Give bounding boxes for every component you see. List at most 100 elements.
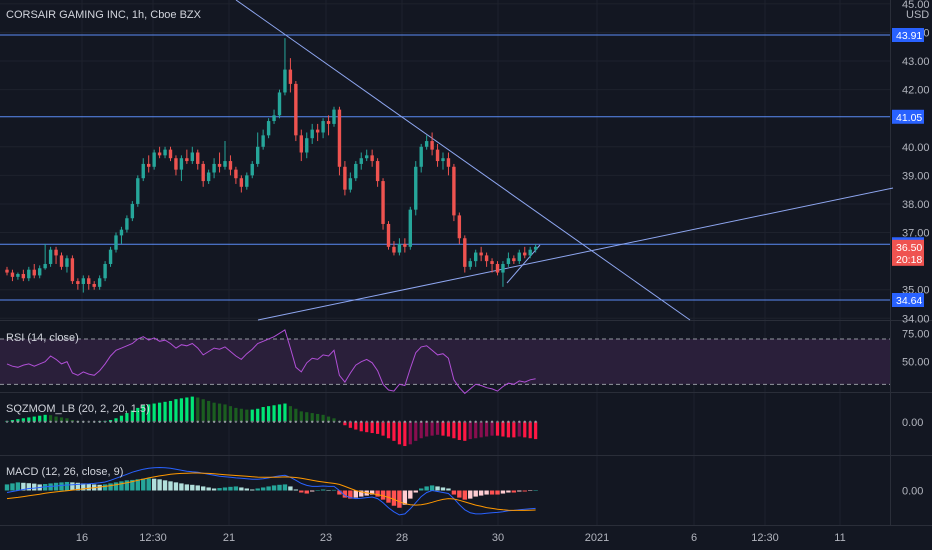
rsi-band — [0, 339, 890, 385]
macd-histogram-bar — [522, 490, 527, 492]
momentum-bar — [365, 421, 369, 433]
macd-histogram-bar — [179, 483, 184, 491]
momentum-bar — [27, 417, 31, 422]
price-axis[interactable]: 45.0044.0043.0042.0040.0039.0038.0037.00… — [902, 0, 930, 498]
momentum-bar — [141, 405, 145, 422]
macd-histogram-bar — [59, 482, 64, 491]
candle-body — [70, 258, 75, 282]
ascending-trendline[interactable] — [257, 187, 894, 321]
candle-body — [81, 278, 85, 284]
macd-histogram-bar — [462, 490, 467, 500]
momentum-bar — [485, 421, 489, 437]
macd-histogram-bar — [157, 479, 162, 491]
momentum-bar — [59, 417, 64, 422]
macd-histogram-bar — [15, 482, 21, 491]
candle-body — [468, 261, 472, 267]
squeeze-dot — [5, 420, 9, 423]
momentum-bar — [294, 408, 298, 422]
price-tick-label: 40.00 — [902, 142, 930, 154]
momentum-bar — [425, 421, 429, 437]
macd-histogram-bar — [495, 490, 500, 495]
macd-histogram-bar — [386, 490, 391, 503]
momentum-bar — [158, 402, 162, 422]
macd-histogram-bar — [64, 481, 70, 491]
candle-body — [479, 252, 483, 256]
time-tick-label: 28 — [396, 532, 408, 544]
macd-histogram-bar — [119, 481, 124, 491]
candle-body — [533, 246, 538, 250]
momentum-bar — [479, 421, 483, 438]
squeeze-momentum-pane — [5, 396, 538, 447]
candle-body — [206, 172, 211, 182]
momentum-bar — [474, 421, 478, 439]
macd-histogram-bar — [217, 488, 222, 491]
candle-body — [125, 218, 129, 230]
momentum-bar — [21, 418, 25, 422]
macd-histogram-bar — [380, 490, 386, 500]
squeeze-dot — [501, 420, 505, 423]
candle-body — [403, 243, 407, 247]
sqzmom-title: SQZMOM_LB (20, 2, 20, 1.5) — [6, 403, 150, 415]
momentum-bar — [517, 421, 521, 437]
price-tick-label: 34.00 — [902, 313, 930, 325]
time-tick-label: 12:30 — [139, 532, 167, 544]
candle-body — [141, 163, 145, 179]
momentum-bar — [534, 421, 538, 440]
macd-histogram-bar — [457, 490, 462, 498]
macd-histogram-bar — [528, 490, 533, 491]
squeeze-dot — [409, 420, 412, 423]
candle-body — [92, 283, 96, 287]
momentum-bar — [452, 421, 456, 439]
last-price-tag-bg — [892, 239, 924, 266]
sqz-tick-label: 0.00 — [902, 417, 923, 429]
descending-trendline[interactable] — [235, 0, 691, 321]
horizontal-levels — [0, 34, 890, 301]
macd-histogram-bar — [228, 486, 233, 491]
squeeze-dot — [327, 420, 330, 423]
momentum-bar — [261, 407, 265, 422]
momentum-bar — [196, 397, 200, 422]
momentum-bar — [152, 403, 156, 422]
chart-title: CORSAIR GAMING INC, 1h, Cboe BZX — [6, 9, 202, 21]
squeeze-dot — [430, 420, 434, 423]
squeeze-dot — [496, 420, 499, 423]
candle-body — [283, 69, 287, 93]
momentum-bar — [370, 421, 374, 434]
candle-body — [348, 178, 353, 190]
time-axis[interactable]: 16 12:30 21 23 28 30 2021 6 12:30 11 — [76, 532, 846, 544]
candle-body — [501, 263, 505, 273]
squeeze-dot — [54, 420, 58, 423]
squeeze-dot — [212, 420, 216, 423]
candle-body — [76, 281, 80, 284]
momentum-bar — [163, 401, 167, 422]
macd-histogram-bar — [53, 482, 59, 491]
squeeze-dot — [120, 420, 123, 423]
candle-body — [315, 129, 320, 133]
squeeze-dot — [65, 420, 69, 423]
squeeze-dot — [321, 420, 325, 423]
macd-histogram-bar — [310, 490, 315, 492]
squeeze-dot — [414, 420, 417, 423]
macd-histogram-bar — [419, 488, 424, 491]
squeeze-dot — [207, 420, 210, 423]
squeeze-dot — [507, 420, 510, 423]
countdown-tag: 20:18 — [896, 254, 922, 266]
momentum-bar — [403, 421, 407, 447]
momentum-bar — [397, 421, 401, 445]
squeeze-dot — [22, 420, 25, 423]
candle-body — [239, 178, 244, 187]
squeeze-dot — [283, 420, 287, 423]
momentum-bar — [32, 416, 36, 422]
momentum-bar — [239, 408, 243, 422]
momentum-bar — [245, 409, 249, 422]
candle-body — [174, 158, 178, 170]
candle-body — [87, 278, 91, 284]
candle-body — [512, 258, 516, 262]
squeeze-dot — [60, 420, 63, 423]
squeeze-dot — [365, 420, 368, 423]
time-tick-label: 12:30 — [751, 532, 779, 544]
candle-body — [495, 263, 500, 273]
candle-body — [337, 109, 342, 167]
price-tick-label: 38.00 — [902, 199, 930, 211]
macd-histogram-bar — [195, 485, 200, 491]
